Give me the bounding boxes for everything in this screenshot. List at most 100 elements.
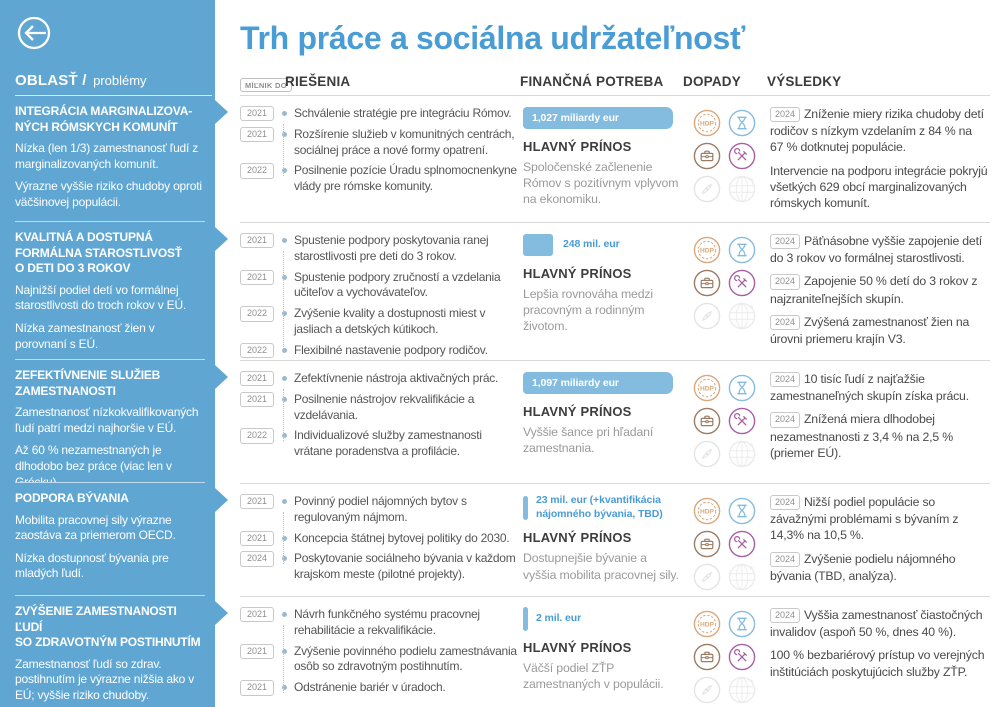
column-results: VÝSLEDKY [767,74,842,89]
sidebar-sections: INTEGRÁCIA MARGINALIZOVA- NÝCH RÓMSKYCH … [15,96,205,706]
solutions-cell: 2021 Návrh funkčného systému pracovnej r… [240,607,523,707]
section-pointer-arrow [215,100,228,124]
result-text: Zvýšená zamestnanosť žien na úrovni prie… [770,314,970,347]
sidebar: OBLASŤ / problémy INTEGRÁCIA MARGINALIZO… [0,0,215,707]
sidebar-header: OBLASŤ / problémy [15,72,147,90]
solution-item: 2021 Rozšírenie služieb v komunitných ce… [240,126,517,159]
timeline-dotted-line [283,124,284,176]
milestone-year-badge: 2021 [240,643,274,659]
gdp-icon [693,497,721,525]
budget-amount: 248 mil. eur [563,238,620,251]
milestone-year-badge: 2022 [240,163,274,179]
solution-item: 2021 Posilnenie nástrojov rekvalifikácie… [240,391,517,424]
tools-icon [728,530,756,558]
result-text: 10 tisíc ľudí z najťažšie zamestnaneľnýc… [770,372,969,404]
results-cell: 2024 Zníženie miery rizika chudoby detí r… [770,106,990,222]
compass-icon [693,563,721,591]
back-button[interactable] [13,12,55,54]
hourglass-icon [728,497,756,525]
budget-bar: 1,097 miliardy eur [523,372,673,394]
tools-icon [728,643,756,671]
milestone-year-badge: 2022 [240,428,274,444]
gdp-icon [693,109,721,137]
financial-cell: 248 mil. eur HLAVNÝ PRÍNOS Lepšia rovnov… [523,233,693,364]
area-problem: Mobilita pracovnej sily výrazne zaostáva… [15,512,176,543]
topic-rows: 2021 Schválenie stratégie pre integráciu… [240,95,990,707]
bullet-dot [281,433,287,439]
main-benefit-text: Dostupnejšie bývanie a vyššia mobilita p… [523,551,679,582]
impacts-cell [693,233,770,364]
area-title: INTEGRÁCIA MARGINALIZOVA- NÝCH RÓMSKYCH … [15,104,192,134]
solution-item: 2021 Zefektívnenie nástroja aktivačných … [240,371,517,387]
results-cell: 2024 Nižší podiel populácie so závažnými … [770,494,990,596]
compass-icon [693,175,721,203]
area-problem: Výrazne vyššie riziko chudoby oproti väč… [15,179,202,209]
result-text: Vyššia zamestnanosť čiastočných invalido… [770,608,983,640]
solution-item: 2021 Zvýšenie povinného podielu zamestná… [240,643,517,676]
result-year-badge: 2024 [770,314,800,331]
result-year-badge: 2024 [770,107,800,123]
area-problem: Najnižší podiel detí vo formálnej staros… [15,282,187,313]
area-title: ZEFEKTÍVNENIE SLUŽIEB ZAMESTNANOSTI [15,368,161,398]
section-pointer-arrow [215,227,228,251]
milestone-year-badge: 2021 [240,126,274,143]
area-title: KVALITNÁ A DOSTUPNÁ FORMÁLNA STAROSTLIVO… [15,230,182,276]
milestone-year-badge: 2021 [240,371,274,387]
bullet-dot [281,111,287,116]
section-pointer-arrow [215,488,228,512]
result-year-badge: 2024 [770,495,800,511]
solution-text: Zvýšenie povinného podielu zamestnávania… [294,643,517,674]
solution-item: 2021 Spustenie podpory zručností a vzdel… [240,269,517,302]
budget-amount: 2 mil. eur [536,612,582,625]
solution-item: 2021 Návrh funkčného systému pracovnej r… [240,607,517,639]
briefcase-icon [693,643,721,671]
globe-icon [728,563,756,591]
sidebar-header-subtitle: problémy [93,73,147,88]
solutions-cell: 2021 Povinný podiel nájomných bytov s re… [240,494,523,596]
bullet-dot [281,376,287,381]
bullet-dot [281,556,287,562]
solution-item: 2022 Posilnenie pozície Úradu splnomocne… [240,163,517,195]
topic-row: 2021 Schválenie stratégie pre integráciu… [240,96,990,223]
bullet-dot [281,347,287,353]
hourglass-icon [728,109,756,137]
milestone-year-badge: 2022 [240,306,274,322]
globe-icon [728,676,756,704]
main-benefit-label: HLAVNÝ PRÍNOS [523,404,632,419]
budget-bar [523,234,553,256]
globe-icon [728,175,756,203]
globe-icon [728,302,756,330]
milestone-year-badge: 2021 [240,269,274,285]
main-benefit-label: HLAVNÝ PRÍNOS [523,530,632,546]
result-text: Zníženie miery rizika chudoby detí rodič… [770,107,984,155]
main-benefit-text: Spoločenské začlenenie Rómov s pozitívny… [523,160,679,207]
area-section: ZVÝŠENIE ZAMESTNANOSTI ĽUDÍ SO ZDRAVOTNÝ… [15,596,205,706]
topic-row: 2021 Spustenie podpory poskytovania rane… [240,223,990,361]
tools-icon [728,142,756,170]
budget-amount: 1,027 miliardy eur [532,112,619,124]
solution-item: 2021 Koncepcia štátnej bytovej politiky … [240,530,517,547]
section-pointer-arrow [215,365,228,389]
result-year-badge: 2024 [770,551,800,567]
main-benefit-text: Väčší podiel ZŤP zamestnaných v populáci… [523,661,664,692]
sidebar-divider [15,95,212,96]
solution-text: Spustenie podpory zručností a vzdelania … [294,269,501,300]
section-pointer-arrow [215,601,228,625]
solutions-cell: 2021 Zefektívnenie nástroja aktivačných … [240,371,523,483]
bullet-dot [281,274,287,280]
solution-item: 2021 Povinný podiel nájomných bytov s re… [240,494,517,526]
topic-row: 2021 Povinný podiel nájomných bytov s re… [240,484,990,597]
budget-bar [523,607,528,631]
milestone-year-badge: 2024 [240,551,274,567]
area-problem: Až 60 % nezamestnaných je dlhodobo bez p… [15,443,172,483]
milestone-year-badge: 2022 [240,342,274,359]
budget-amount: 1,097 miliardy eur [532,377,619,389]
topic-row: 2021 Zefektívnenie nástroja aktivačných … [240,361,990,484]
budget-bar: 1,027 miliardy eur [523,107,673,129]
area-problem: Nízka (len 1/3) zamestnanosť ľudí z marg… [15,141,199,171]
solution-item: 2021 Schválenie stratégie pre integráciu… [240,106,517,122]
area-problem: Nízka dostupnosť bývania pre mladých ľud… [15,550,169,581]
milestone-year-badge: 2021 [240,607,274,623]
briefcase-icon [693,407,721,435]
